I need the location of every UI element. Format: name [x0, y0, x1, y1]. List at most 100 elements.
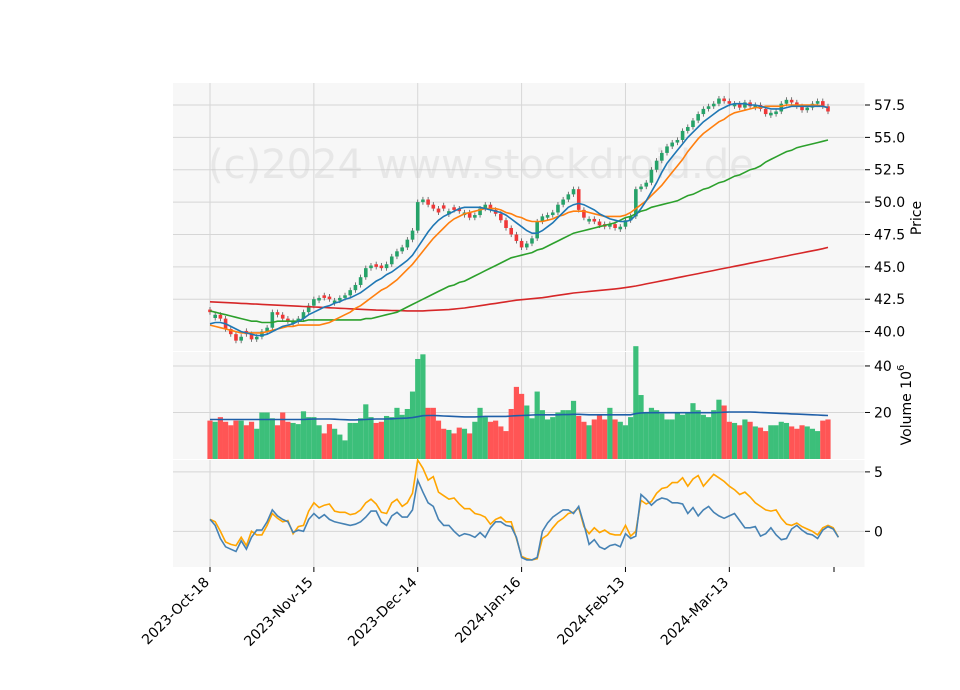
x-axis-tick-label: 2024-Mar-13 — [658, 575, 732, 649]
price-axis-tick-label: 45.0 — [874, 260, 905, 276]
price-axis-tick-label: 50.0 — [874, 195, 905, 211]
x-axis-tick-label: 2024-Feb-13 — [555, 575, 629, 649]
volume-bar — [456, 427, 462, 459]
candle-body — [384, 264, 389, 269]
volume-bar — [539, 410, 545, 459]
candle-body — [441, 205, 446, 209]
candle-body — [592, 218, 597, 222]
indicator-axis-tick-label: 0 — [874, 524, 883, 540]
volume-bar — [742, 419, 748, 459]
volume-bar — [487, 421, 494, 459]
volume-bar — [560, 410, 566, 459]
volume-bar — [254, 428, 260, 459]
volume-bar — [222, 421, 229, 459]
volume-bar — [409, 391, 416, 459]
indicator-a-line — [209, 477, 840, 561]
volume-bar — [586, 425, 592, 459]
volume-bar — [425, 407, 431, 459]
volume-bar — [747, 421, 753, 459]
candle-body — [524, 243, 529, 248]
candle-body — [540, 216, 545, 222]
candle-body — [737, 103, 742, 108]
candle-body — [208, 309, 212, 313]
volume-bar — [332, 428, 338, 459]
candle-body — [249, 334, 254, 340]
volume-bar — [212, 421, 218, 459]
candle-body — [312, 299, 316, 306]
candle-body — [379, 265, 384, 269]
volume-bar — [737, 425, 743, 459]
volume-bar — [373, 422, 379, 459]
candle-body — [421, 199, 425, 203]
ma-long-line — [209, 139, 829, 324]
candle-body — [504, 220, 508, 229]
candle-body — [774, 111, 778, 115]
volume-bar — [415, 358, 421, 459]
volume-bar — [804, 426, 810, 459]
candle-body — [535, 221, 539, 239]
candle-body — [286, 318, 290, 322]
volume-bar — [799, 425, 805, 459]
volume-bar — [368, 417, 374, 459]
indicator-b-line — [209, 457, 840, 561]
candle-body — [732, 103, 737, 107]
price-axis-tick-label: 55.0 — [874, 130, 905, 146]
volume-bar — [295, 424, 301, 459]
price-axis-tick-label: 52.5 — [874, 163, 905, 179]
candle-body — [743, 102, 747, 108]
volume-bar — [217, 417, 223, 459]
volume-bar — [721, 405, 727, 459]
volume-bar — [280, 412, 286, 459]
volume-bar — [326, 424, 333, 459]
candle-body — [447, 211, 451, 215]
candle-body — [608, 224, 612, 227]
volume-bar — [607, 407, 613, 459]
candle-body — [338, 297, 342, 301]
moving-average-lines — [209, 102, 840, 561]
volume-bar — [726, 421, 732, 459]
volume-bar — [207, 420, 213, 459]
candle-body — [727, 101, 732, 104]
volume-bar — [778, 421, 784, 459]
volume-bar — [503, 431, 509, 459]
candle-body — [763, 108, 768, 115]
volume-bar — [690, 403, 696, 459]
volume-bar — [669, 419, 675, 459]
candle-body — [519, 240, 524, 248]
volume-bar — [306, 417, 312, 459]
volume-bar — [524, 405, 530, 459]
candle-body — [348, 290, 353, 296]
volume-bar — [544, 419, 551, 459]
volume-bar — [394, 407, 400, 459]
candle-body — [587, 218, 591, 222]
volume-bar — [264, 412, 270, 459]
candle-body — [654, 160, 659, 170]
volume-bar — [628, 417, 634, 459]
volume-bar — [550, 417, 556, 459]
volume-bar — [399, 414, 405, 459]
candle-body — [426, 199, 430, 205]
volume-axis-label-text: Volume — [899, 393, 915, 445]
volume-bar — [674, 412, 680, 459]
candle-body — [670, 142, 675, 147]
candle-body — [405, 239, 410, 248]
candle-body — [618, 226, 623, 230]
volume-bar — [529, 418, 535, 459]
volume-bar — [472, 421, 478, 459]
watermark: (c)2024 www.stockdroid.de — [208, 142, 754, 188]
candle-body — [561, 199, 565, 205]
candle-body — [685, 127, 690, 131]
volume-bar — [581, 421, 587, 459]
volume-bar — [648, 407, 655, 459]
volume-bar — [711, 410, 717, 459]
volume-bar — [602, 419, 608, 459]
candle-body — [483, 204, 488, 209]
volume-axis-tick-label: 40 — [874, 359, 892, 375]
volume-bar — [654, 410, 660, 459]
candle-body — [410, 230, 415, 240]
volume-bar — [789, 426, 795, 459]
candle-body — [582, 209, 586, 218]
volume-bar — [482, 417, 488, 459]
candle-body — [665, 146, 669, 153]
